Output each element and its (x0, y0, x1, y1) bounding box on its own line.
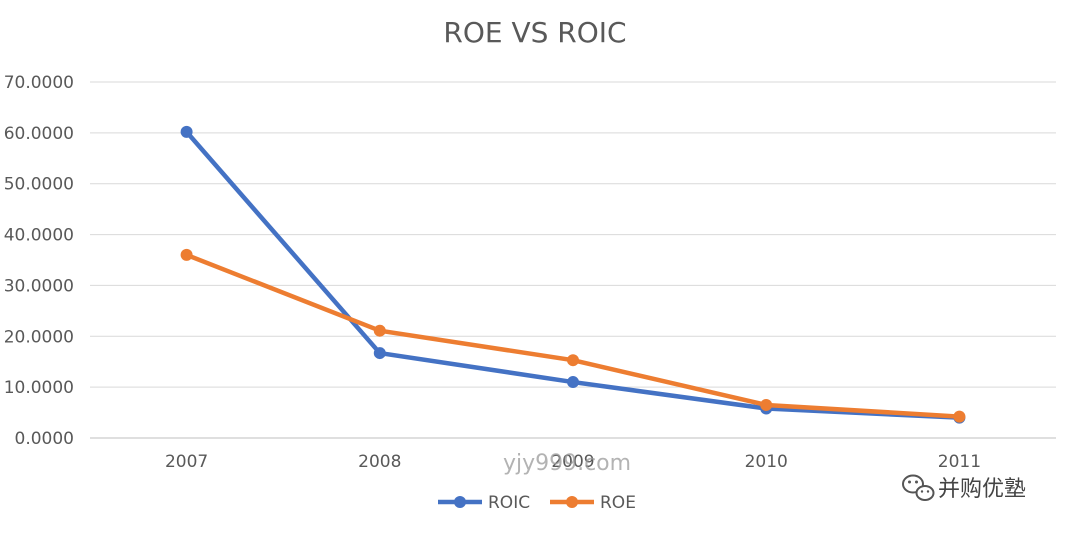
y-tick-label: 30.0000 (4, 276, 74, 296)
y-tick-label: 0.0000 (15, 429, 74, 449)
y-tick-label: 60.0000 (4, 124, 74, 144)
y-tick-label: 40.0000 (4, 226, 74, 246)
y-tick-label: 10.0000 (4, 378, 74, 398)
y-tick-label: 50.0000 (4, 175, 74, 195)
watermark-text: yjy999.com (503, 451, 631, 476)
gridlines (90, 81, 1056, 439)
roic-point (567, 376, 579, 389)
roe-point (760, 398, 773, 411)
roe-point (567, 354, 579, 367)
roe-point (953, 410, 966, 423)
y-axis-labels: 0.0000 10.0000 20.0000 30.0000 40.0000 50.000… (4, 73, 74, 449)
y-tick-label: 70.0000 (4, 73, 74, 93)
roic-point (373, 347, 386, 360)
roe-legend-label: ROE (600, 493, 636, 513)
x-tick-label: 2010 (745, 452, 788, 472)
x-tick-label: 2008 (358, 452, 401, 472)
y-tick-label: 20.0000 (4, 327, 74, 347)
x-tick-label: 2011 (938, 452, 981, 472)
roe-point (373, 324, 386, 337)
roic-legend-marker (454, 496, 466, 508)
x-axis-labels: 2007 2008 2009 2010 2011 (165, 452, 981, 472)
roe-point (180, 248, 193, 261)
x-tick-label: 2007 (165, 452, 208, 472)
roic-point (180, 125, 193, 138)
wechat-icon (902, 474, 935, 501)
brand-logo: 并购优塾 (902, 474, 1026, 502)
legend: ROIC ROE (438, 493, 636, 513)
brand-text: 并购优塾 (938, 477, 1026, 502)
chart-title: ROE VS ROIC (443, 16, 626, 49)
roe-legend-marker (566, 496, 578, 508)
x-tick-label: 2009 (551, 452, 594, 472)
roe-line (184, 252, 962, 419)
series-lines (180, 125, 966, 424)
roic-line (184, 129, 962, 420)
roic-legend-label: ROIC (488, 493, 530, 513)
